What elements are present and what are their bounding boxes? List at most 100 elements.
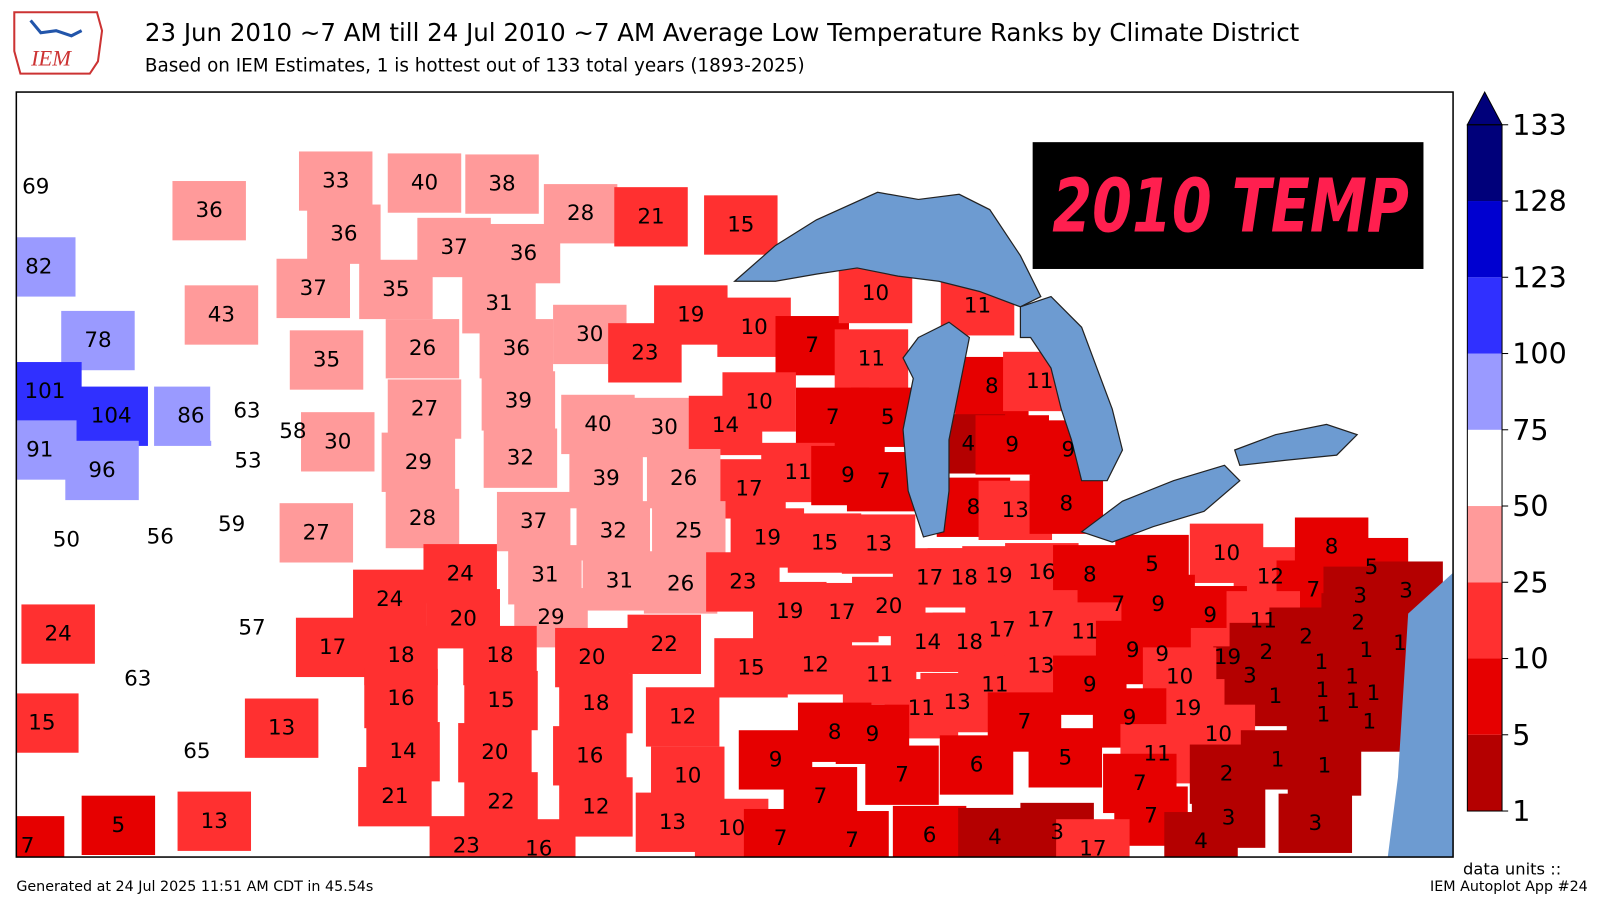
- district-rank: 9: [1203, 603, 1217, 628]
- district-rank: 27: [303, 520, 330, 545]
- district-rank: 12: [582, 794, 609, 819]
- district-rank: 69: [22, 175, 49, 200]
- district-rank: 8: [967, 495, 981, 520]
- district-rank: 82: [25, 254, 52, 279]
- district: [1287, 736, 1362, 796]
- district-rank: 1: [1360, 638, 1374, 663]
- district: [21, 604, 95, 664]
- district-rank: 9: [1062, 437, 1076, 462]
- district-rank: 7: [1133, 771, 1147, 796]
- district-rank: 27: [411, 397, 438, 422]
- district-rank: 11: [1250, 608, 1277, 633]
- district-rank: 11: [1144, 741, 1171, 766]
- district: [1056, 819, 1130, 858]
- footer-generated: Generated at 24 Jul 2025 11:51 AM CDT in…: [16, 879, 373, 895]
- district-rank: 19: [985, 563, 1012, 588]
- colorbar-tick-label: 133: [1512, 108, 1567, 142]
- district-rank: 7: [845, 828, 859, 853]
- district: [160, 722, 234, 782]
- district: [381, 432, 456, 492]
- district-rank: 12: [1257, 564, 1284, 589]
- district-rank: 10: [1213, 541, 1240, 566]
- district-rank: 56: [147, 524, 174, 549]
- district-rank: 11: [866, 662, 893, 687]
- district-rank: 104: [91, 404, 132, 429]
- district-rank: 2: [1351, 610, 1365, 635]
- district: [481, 371, 556, 431]
- colorbar-segment: [1467, 201, 1503, 278]
- district-rank: 13: [1027, 653, 1054, 678]
- district-rank: 59: [218, 512, 245, 537]
- district-rank: 1: [1315, 650, 1329, 675]
- colorbar-segment: [1467, 429, 1503, 507]
- district-rank: 101: [24, 379, 65, 404]
- district-rank: 21: [637, 204, 664, 229]
- district-rank: 2: [1299, 625, 1313, 650]
- district-rank: 13: [659, 810, 686, 835]
- district-rank: 7: [21, 833, 35, 858]
- district: [387, 379, 462, 439]
- district-rank: 20: [875, 594, 902, 619]
- district-rank: 9: [1155, 642, 1169, 667]
- map-frame: [15, 91, 1454, 858]
- district-rank: 11: [1071, 620, 1098, 645]
- colorbar-tick-label: 25: [1512, 565, 1548, 599]
- district-rank: 1: [1271, 747, 1285, 772]
- district-rank: 18: [956, 630, 983, 655]
- district-rank: 12: [802, 652, 829, 677]
- district-rank: 7: [1144, 804, 1158, 829]
- colorbar-segment: [1467, 353, 1503, 430]
- district-rank: 23: [631, 340, 658, 365]
- colorbar: 1 5 10 25 50 75 100 123 128 133: [1466, 90, 1567, 828]
- district-rank: 30: [576, 322, 603, 347]
- colorbar-segment: [1467, 277, 1503, 354]
- district-rank: 58: [279, 419, 306, 444]
- district-rank: 9: [1126, 638, 1140, 663]
- district-rank: 4: [962, 431, 976, 456]
- district-rank: 37: [440, 235, 467, 260]
- district: [561, 394, 635, 455]
- district: [1164, 812, 1238, 858]
- district-rank: 4: [988, 825, 1002, 850]
- district-rank: 10: [746, 389, 773, 414]
- district-rank: 8: [1083, 562, 1097, 587]
- district-rank: 9: [1151, 592, 1165, 617]
- overlay-box: [1032, 142, 1424, 269]
- district-rank: 30: [324, 429, 351, 454]
- district-rank: 1: [1346, 689, 1360, 714]
- district: [502, 819, 576, 858]
- district-rank: 24: [447, 561, 474, 586]
- district: [815, 811, 889, 858]
- district-rank: 17: [916, 565, 943, 590]
- district-rank: 13: [865, 532, 892, 557]
- district: [364, 668, 438, 729]
- district-rank: 7: [895, 763, 909, 788]
- atlantic: [1387, 572, 1454, 858]
- district-rank: 9: [769, 747, 783, 772]
- district: [385, 488, 460, 549]
- district-rank: 96: [88, 458, 115, 483]
- district-rank: 13: [944, 690, 971, 715]
- district: [61, 310, 135, 371]
- district: [16, 362, 82, 422]
- district-rank: 3: [1399, 579, 1413, 604]
- district-rank: 37: [300, 276, 327, 301]
- district: [279, 503, 354, 563]
- logo-text: IEM: [30, 45, 72, 70]
- district-rank: 26: [670, 466, 697, 491]
- district: [645, 687, 720, 747]
- district-rank: 20: [481, 740, 508, 765]
- district-rank: 31: [485, 291, 512, 316]
- district-rank: 31: [606, 568, 633, 593]
- district: [29, 510, 104, 570]
- colorbar-tick-label: 1: [1512, 794, 1530, 828]
- district-rank: 17: [988, 617, 1015, 642]
- districts: [16, 151, 1443, 858]
- district-rank: 11: [981, 673, 1008, 698]
- district-rank: 31: [531, 562, 558, 587]
- district-rank: 1: [1345, 665, 1359, 690]
- district-rank: 16: [576, 743, 603, 768]
- district-rank: 10: [674, 764, 701, 789]
- district-rank: 5: [112, 813, 126, 838]
